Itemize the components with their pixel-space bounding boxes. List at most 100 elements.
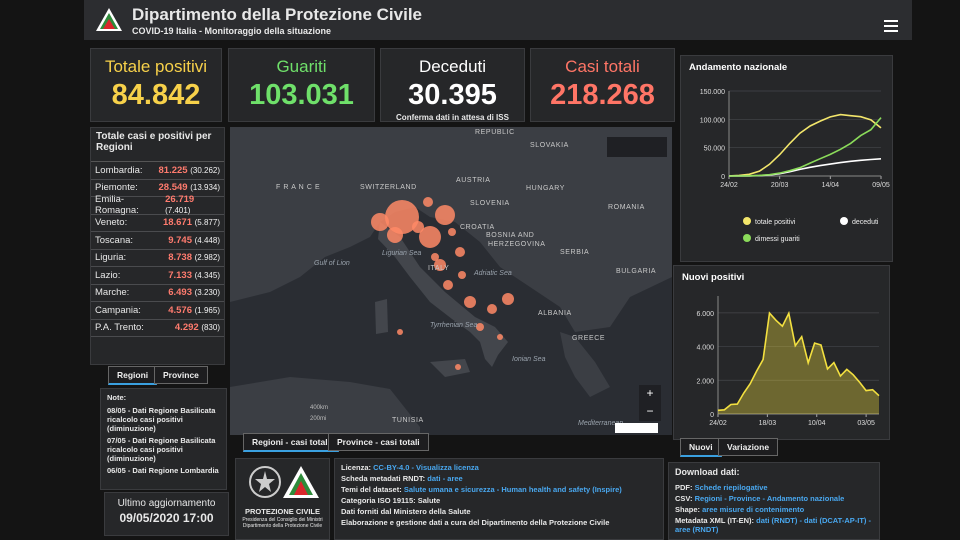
stat-label: Totale positivi: [104, 57, 208, 76]
region-name: Lombardia:: [95, 164, 143, 176]
info-link[interactable]: Salute umana e sicurezza - Human health …: [403, 485, 622, 494]
menu-button[interactable]: [884, 19, 900, 33]
stat-value: 218.268: [550, 79, 655, 111]
map-label: SERBIA: [560, 249, 589, 256]
map-label: SLOVAKIA: [530, 142, 569, 149]
region-positive: (1.965): [194, 305, 220, 315]
x-tick-label: 24/02: [709, 420, 727, 427]
region-row[interactable]: Piemonte: 28.549 (13.934): [91, 180, 224, 197]
region-row[interactable]: Liguria: 8.738 (2.982): [91, 250, 224, 267]
region-name: Piemonte:: [95, 182, 138, 194]
tab[interactable]: Province - casi totali: [328, 433, 429, 451]
info-link[interactable]: aree misure di contenimento: [702, 505, 805, 514]
map-scale: 200mi: [310, 416, 326, 422]
tab[interactable]: Regioni - casi totali: [243, 433, 339, 452]
info-link[interactable]: Schede riepilogative: [694, 483, 768, 492]
region-total: 18.671: [162, 217, 192, 229]
region-name: Marche:: [95, 287, 130, 299]
region-row[interactable]: Emilia-Romagna: 26.719 (7.401): [91, 194, 224, 217]
info-link[interactable]: Regioni - Province - Andamento nazionale: [694, 494, 845, 503]
region-total: 9.745: [168, 234, 192, 246]
map[interactable]: F R A N C E SWITZERLAND AUSTRIA SLOVENIA…: [230, 127, 672, 435]
area-fill: [718, 313, 879, 414]
map-sea-label: Tyrrhenian Sea: [430, 322, 477, 329]
region-row[interactable]: Lombardia: 81.225 (30.262): [91, 162, 224, 180]
logo-images: [248, 466, 319, 498]
region-row[interactable]: P.A. Trento: 4.292 (830): [91, 320, 224, 337]
region-row[interactable]: Veneto: 18.671 (5.877): [91, 215, 224, 232]
region-total: 8.738: [168, 252, 192, 264]
region-row[interactable]: Marche: 6.493 (3.230): [91, 285, 224, 302]
info-line: Scheda metadati RNDT: dati - aree: [341, 474, 657, 483]
chart-title: Andamento nazionale: [689, 62, 787, 73]
map-label: F R A N C E: [276, 184, 320, 191]
region-values: 6.493 (3.230): [168, 287, 220, 298]
map-label: CROATIA: [460, 224, 495, 231]
map-toolbar[interactable]: [607, 137, 667, 157]
info-label: Metadata XML (IT-EN):: [675, 516, 755, 525]
chart-panel: Andamento nazionale 0 50.000 100.000 150.000…: [680, 55, 893, 262]
region-positive: (4.345): [194, 270, 220, 280]
map-labels: F R A N C E SWITZERLAND AUSTRIA SLOVENIA…: [276, 129, 656, 427]
map-bubbles: [371, 197, 514, 370]
map-africa: [230, 377, 420, 435]
info-link[interactable]: dati (RNDT) - dati (DCAT-AP-IT) - aree (…: [675, 516, 871, 534]
map-label: AUSTRIA: [456, 177, 491, 184]
info-line: Dati forniti dal Ministero della Salute: [341, 507, 657, 516]
area-line: [717, 310, 880, 412]
zoom-out[interactable]: −: [646, 404, 653, 418]
region-values: 18.671 (5.877): [163, 217, 220, 228]
update-label: Ultimo aggiornamento: [117, 498, 216, 509]
x-tick-label: 09/05: [872, 182, 890, 189]
info-label: Dati forniti dal Ministero della Salute: [341, 507, 471, 516]
region-row[interactable]: Toscana: 9.745 (4.448): [91, 232, 224, 250]
tab[interactable]: Regioni: [108, 366, 158, 385]
region-total: 7.133: [168, 269, 192, 281]
download-panel: Download dati: PDF: Schede riepilogative…: [668, 462, 880, 540]
region-values: 26.719 (7.401): [165, 194, 220, 216]
tab[interactable]: Nuovi: [680, 438, 722, 457]
region-total: 81.225: [158, 164, 188, 176]
region-values: 81.225 (30.262): [159, 165, 221, 176]
info-link[interactable]: dati - aree: [427, 474, 463, 483]
region-total: 6.493: [168, 287, 192, 299]
notes-panel: Note: 08/05 - Dati Regione Basilicata ri…: [100, 388, 227, 490]
info-label: CSV:: [675, 494, 693, 503]
info-line: CSV: Regioni - Province - Andamento nazi…: [675, 494, 873, 503]
region-row[interactable]: Campania: 4.576 (1.965): [91, 302, 224, 320]
map-scale: 400km: [310, 405, 328, 411]
x-tick-label: 14/04: [822, 182, 840, 189]
info-label: Temi del dataset:: [341, 485, 402, 494]
region-name: Toscana:: [95, 234, 134, 246]
map-sea-label: Ligurian Sea: [382, 250, 421, 257]
info-label: PDF:: [675, 483, 693, 492]
info-panel: Licenza: CC-BY-4.0 - Visualizza licenza S…: [334, 458, 664, 540]
info-line: Temi del dataset: Salute umana e sicurez…: [341, 485, 657, 494]
map-label: HERZEGOVINA: [488, 241, 546, 248]
info-line: Licenza: CC-BY-4.0 - Visualizza licenza: [341, 463, 657, 472]
stat-label: Guariti: [276, 57, 327, 76]
tab[interactable]: Variazione: [718, 438, 779, 456]
legend-swatch: [743, 217, 751, 225]
info-line: PDF: Schede riepilogative: [675, 483, 873, 492]
info-label: Licenza:: [341, 463, 372, 472]
map-label: BOSNIA AND: [486, 232, 534, 239]
region-total: 4.292: [174, 322, 199, 334]
region-name: Emilia-Romagna:: [95, 194, 139, 217]
info-link[interactable]: CC-BY-4.0 - Visualizza licenza: [373, 463, 479, 472]
series-line: [728, 113, 882, 177]
region-total: 4.576: [168, 304, 192, 316]
info-label: Categoria ISO 19115: Salute: [341, 496, 441, 505]
zoom-in[interactable]: +: [646, 386, 653, 400]
stat-note: Conferma dati in attesa di ISS: [396, 113, 509, 122]
region-values: 9.745 (4.448): [168, 235, 220, 246]
map-zoom[interactable]: [639, 385, 661, 421]
info-label: Elaborazione e gestione dati a cura del …: [341, 518, 610, 527]
tab[interactable]: Province: [154, 366, 208, 384]
region-row[interactable]: Lazio: 7.133 (4.345): [91, 267, 224, 285]
logo-subtitle: Presidenza del Consiglio dei Ministri Di…: [242, 517, 323, 529]
y-tick-label: 6.000: [696, 311, 714, 318]
series-line: [729, 117, 882, 177]
legend-swatch: [743, 234, 751, 242]
x-tick-label: 20/03: [771, 182, 789, 189]
